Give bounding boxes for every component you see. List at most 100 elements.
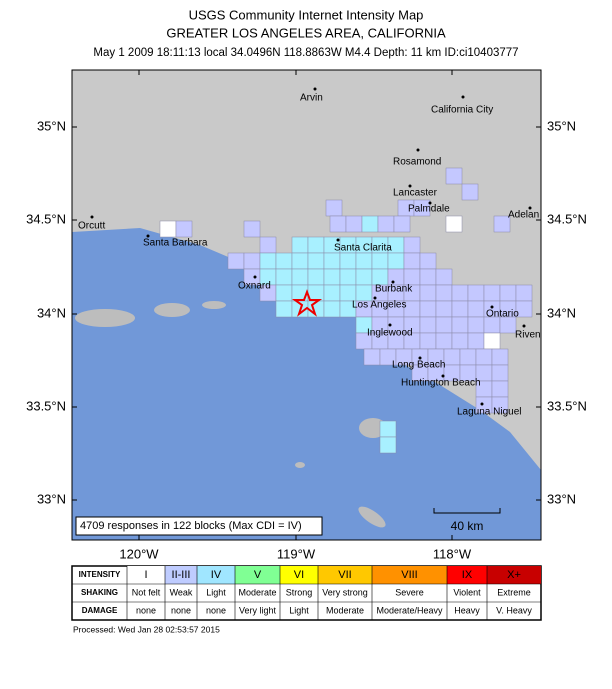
legend-row-label: SHAKING (81, 588, 118, 597)
intensity-block (443, 348, 461, 366)
intensity-block (491, 380, 509, 398)
lat-label-right: 34°N (547, 305, 576, 320)
island (202, 301, 226, 309)
city-dot (408, 184, 412, 188)
island (75, 309, 135, 327)
legend-shaking: Extreme (497, 587, 531, 597)
intensity-swatch (127, 566, 165, 584)
intensity-block (451, 284, 469, 302)
intensity-block (491, 364, 509, 382)
intensity-swatch (447, 566, 487, 584)
intensity-swatch (165, 566, 197, 584)
intensity-block (461, 183, 479, 201)
footer: Processed: Wed Jan 28 02:53:57 2015 (73, 624, 220, 634)
title: USGS Community Internet Intensity Map (189, 7, 424, 22)
legend-damage: Light (289, 605, 309, 615)
lat-label-left: 34.5°N (26, 211, 66, 226)
legend-row-label: DAMAGE (82, 606, 118, 615)
intensity-block (467, 284, 485, 302)
intensity-swatch (318, 566, 372, 584)
city-dot (480, 402, 484, 406)
intensity-block (491, 396, 509, 414)
intensity-block (403, 268, 421, 286)
city-label: Orcutt (78, 221, 105, 232)
intensity-block (435, 284, 453, 302)
intensity-block (323, 284, 341, 302)
intensity-block (371, 268, 389, 286)
scale-label: 40 km (451, 519, 484, 533)
island (295, 462, 305, 468)
city-label: Santa Clarita (334, 243, 392, 254)
intensity-block (475, 348, 493, 366)
city-dot (391, 280, 395, 284)
intensity-block (491, 348, 509, 366)
intensity-block (379, 436, 397, 454)
lat-label-left: 35°N (37, 118, 66, 133)
city-dot (522, 324, 526, 328)
legend-shaking: Strong (286, 587, 313, 597)
intensity-block (419, 268, 437, 286)
intensity-block (243, 220, 261, 238)
intensity-block (307, 236, 325, 254)
intensity-block (291, 236, 309, 254)
intensity-block (515, 300, 533, 318)
city-label: Adelan (508, 210, 539, 221)
intensity-block (451, 332, 469, 350)
legend-intensity: VIII (401, 569, 418, 581)
intensity-block (445, 167, 463, 185)
legend-intensity: VII (338, 569, 351, 581)
legend-damage: Very light (239, 605, 277, 615)
intensity-block (275, 284, 293, 302)
intensity-block (307, 268, 325, 286)
legend-intensity: VI (294, 569, 304, 581)
intensity-block (515, 284, 533, 302)
city-dot (336, 238, 340, 242)
legend-intensity: II-III (172, 569, 191, 581)
intensity-block (493, 215, 511, 233)
intensity-block (499, 284, 517, 302)
city-dot (528, 206, 532, 210)
island (358, 506, 386, 528)
intensity-block (339, 268, 357, 286)
subtitle: GREATER LOS ANGELES AREA, CALIFORNIA (166, 25, 446, 40)
map: Arvin California City Rosamond Lancaster Pal… (72, 70, 541, 540)
intensity-swatch (372, 566, 447, 584)
island (154, 303, 190, 317)
map-frame (71, 69, 542, 541)
legend-damage: V. Heavy (496, 605, 532, 615)
city-dot (313, 87, 317, 91)
intensity-block (323, 300, 341, 318)
legend-shaking: Severe (395, 587, 424, 597)
intensity-swatch (197, 566, 235, 584)
intensity-block (379, 420, 397, 438)
intensity-block (419, 284, 437, 302)
lat-label-left: 33°N (37, 491, 66, 506)
city-label: Arvin (300, 93, 323, 104)
intensity-block (403, 236, 421, 254)
intensity-block (435, 316, 453, 334)
legend-shaking: Moderate (238, 587, 276, 597)
lon-label: 119°W (277, 546, 316, 561)
intensity-block (323, 268, 341, 286)
intensity-block (259, 236, 277, 254)
city-label: Lancaster (393, 188, 438, 199)
city-dot (416, 148, 420, 152)
intensity-block (159, 220, 177, 238)
intensity-swatch (487, 566, 541, 584)
city-label: Burbank (375, 284, 413, 295)
legend-intensity: I (144, 569, 147, 581)
intensity-block (413, 199, 431, 217)
legend-shaking: Weak (170, 587, 193, 597)
legend-intensity: IX (462, 569, 473, 581)
legend-shaking: Not felt (132, 587, 161, 597)
city-dot (428, 201, 432, 205)
city-label: Laguna Niguel (457, 407, 522, 418)
responses-text: 4709 responses in 122 blocks (Max CDI = … (80, 520, 302, 532)
intensity-block (467, 316, 485, 334)
intensity-block (387, 268, 405, 286)
intensity-block (483, 284, 501, 302)
intensity-block (499, 316, 517, 334)
intensity-block (345, 215, 363, 233)
intensity-block (451, 316, 469, 334)
